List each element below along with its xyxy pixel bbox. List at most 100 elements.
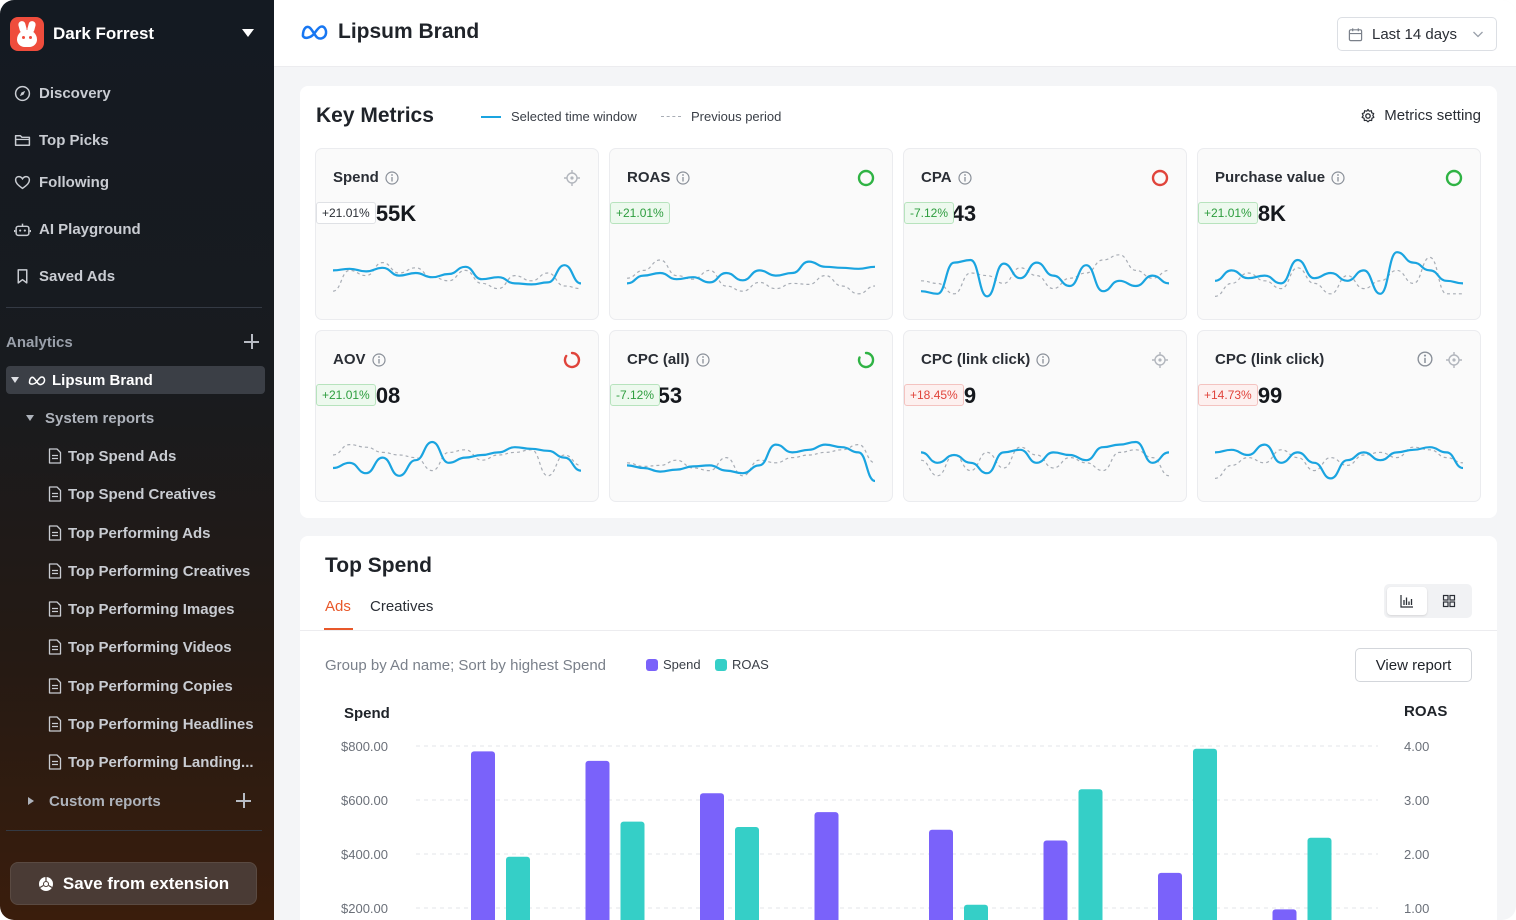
document-icon	[48, 716, 62, 732]
metric-sparkline	[1215, 251, 1463, 297]
info-icon[interactable]	[695, 352, 710, 367]
target-icon[interactable]	[563, 169, 581, 187]
bar-chart-view-button[interactable]	[1387, 587, 1427, 615]
bar-roas	[1078, 789, 1103, 920]
report-top-spend-creatives[interactable]: Top Spend Creatives	[48, 482, 216, 506]
folder-icon	[14, 134, 31, 146]
page-header: Lipsum Brand Last 14 days	[274, 0, 1516, 67]
legend-swatch-spend	[646, 658, 658, 671]
metric-sparkline	[921, 440, 1169, 477]
document-icon	[48, 639, 62, 655]
info-icon[interactable]	[957, 170, 972, 185]
report-top-performing-videos[interactable]: Top Performing Videos	[48, 635, 232, 659]
nav-label: Saved Ads	[39, 267, 116, 285]
metric-label-text: ROAS	[627, 169, 671, 186]
status-ring-good-icon[interactable]	[857, 169, 875, 187]
report-top-performing-copies[interactable]: Top Performing Copies	[48, 674, 233, 698]
group-by-text: Group by Ad name; Sort by highest Spend	[325, 657, 607, 674]
sparkline-current	[1215, 443, 1463, 480]
metrics-setting-label: Metrics setting	[1384, 107, 1481, 124]
bar-roas	[620, 821, 645, 920]
metrics-setting-button[interactable]: Metrics setting	[1360, 107, 1481, 124]
nav-discovery[interactable]: Discovery	[14, 80, 111, 106]
sidebar-item-brand[interactable]: Lipsum Brand	[6, 366, 265, 394]
report-top-performing-ads[interactable]: Top Performing Ads	[48, 521, 211, 545]
report-top-performing-headlines[interactable]: Top Performing Headlines	[48, 712, 254, 736]
report-label: Top Performing Landing...	[68, 753, 254, 771]
save-from-extension-button[interactable]: Save from extension	[10, 862, 257, 905]
key-metrics-title: Key Metrics	[316, 104, 434, 127]
report-top-performing-landing[interactable]: Top Performing Landing...	[48, 750, 254, 774]
metric-sparkline	[333, 440, 581, 477]
bar-spend	[700, 793, 724, 920]
metric-card[interactable]: AOV$29.08+21.01%	[315, 330, 599, 502]
metric-card[interactable]: ROAS3.62+21.01%	[609, 148, 893, 320]
info-icon[interactable]	[385, 170, 399, 185]
report-top-spend-ads[interactable]: Top Spend Ads	[48, 444, 176, 468]
add-custom-report-icon[interactable]	[236, 793, 251, 808]
status-ring-good-icon[interactable]	[1445, 169, 1463, 187]
tabs-divider	[300, 630, 1497, 631]
view-report-button[interactable]: View report	[1355, 648, 1472, 682]
metric-sparkline	[627, 259, 875, 295]
date-range-select[interactable]: Last 14 days	[1337, 17, 1497, 51]
status-progress-red-icon[interactable]	[563, 351, 581, 369]
bar-spend	[814, 812, 839, 920]
sparkline-previous	[921, 446, 1169, 477]
target-icon[interactable]	[1445, 351, 1463, 369]
bookmark-icon	[17, 268, 28, 284]
bar-roas	[964, 904, 988, 920]
info-icon[interactable]	[676, 170, 690, 185]
y-tick-left: $400.00	[341, 847, 388, 862]
sparkline-previous	[921, 254, 1169, 295]
nav-top-picks[interactable]: Top Picks	[14, 127, 109, 153]
metric-card[interactable]: CPC (link click)$13.99+14.73%	[1197, 330, 1481, 502]
report-label: Top Spend Ads	[68, 447, 177, 465]
legend-selected: Selected time window	[481, 109, 637, 124]
nav-ai-playground[interactable]: AI Playground	[14, 216, 141, 242]
nav-following[interactable]: Following	[14, 169, 109, 195]
report-top-performing-images[interactable]: Top Performing Images	[48, 597, 234, 621]
metric-card[interactable]: CPC (link click)$1.09+18.45%	[903, 330, 1187, 502]
metric-card[interactable]: Spend$18.55K+21.01%	[315, 148, 599, 320]
grid-icon	[1442, 594, 1456, 608]
bar-spend	[1158, 872, 1182, 920]
metric-change-badge: +21.01%	[316, 384, 376, 406]
grid-view-button[interactable]	[1429, 587, 1469, 615]
tab-creatives[interactable]: Creatives	[370, 598, 434, 615]
metric-card[interactable]: CPA$3.43-7.12%	[903, 148, 1187, 320]
metric-label-text: AOV	[333, 351, 366, 368]
sparkline-previous	[333, 261, 581, 292]
sparkline-previous	[627, 259, 875, 295]
report-top-performing-creatives[interactable]: Top Performing Creatives	[48, 559, 250, 583]
target-icon[interactable]	[1151, 351, 1169, 369]
legend-line-dashed	[661, 116, 681, 117]
bar-spend	[1272, 909, 1297, 920]
info-icon[interactable]	[1036, 352, 1050, 367]
status-progress-green-icon[interactable]	[857, 351, 875, 369]
custom-reports-toggle[interactable]: Custom reports	[26, 789, 256, 813]
metric-card[interactable]: CPC (all)$0.53-7.12%	[609, 330, 893, 502]
info-icon[interactable]	[371, 352, 386, 367]
system-reports-toggle[interactable]: System reports	[26, 406, 154, 430]
bar-chart-icon	[1400, 595, 1413, 608]
sidebar-divider	[6, 307, 262, 308]
workspace-switcher[interactable]: Dark Forrest	[10, 16, 264, 52]
document-icon	[48, 601, 62, 617]
info-icon[interactable]	[1417, 351, 1434, 368]
status-ring-bad-icon[interactable]	[1151, 169, 1169, 187]
sidebar: Dark Forrest Discovery Top Picks Followi…	[0, 0, 274, 920]
bar-spend	[585, 760, 610, 920]
info-icon[interactable]	[1331, 170, 1345, 185]
sparkline-current	[921, 440, 1169, 475]
metric-card[interactable]: Purchase value$2.18K+21.01%	[1197, 148, 1481, 320]
nav-saved-ads[interactable]: Saved Ads	[14, 263, 115, 289]
y-tick-right: 4.00	[1404, 739, 1429, 754]
legend-previous-label: Previous period	[691, 109, 782, 124]
add-analytics-icon[interactable]	[244, 334, 259, 349]
metric-sparkline	[627, 443, 875, 483]
tab-ads[interactable]: Ads	[325, 598, 351, 615]
metric-change-badge: +21.01%	[316, 202, 376, 224]
chevron-down-icon	[242, 29, 254, 37]
